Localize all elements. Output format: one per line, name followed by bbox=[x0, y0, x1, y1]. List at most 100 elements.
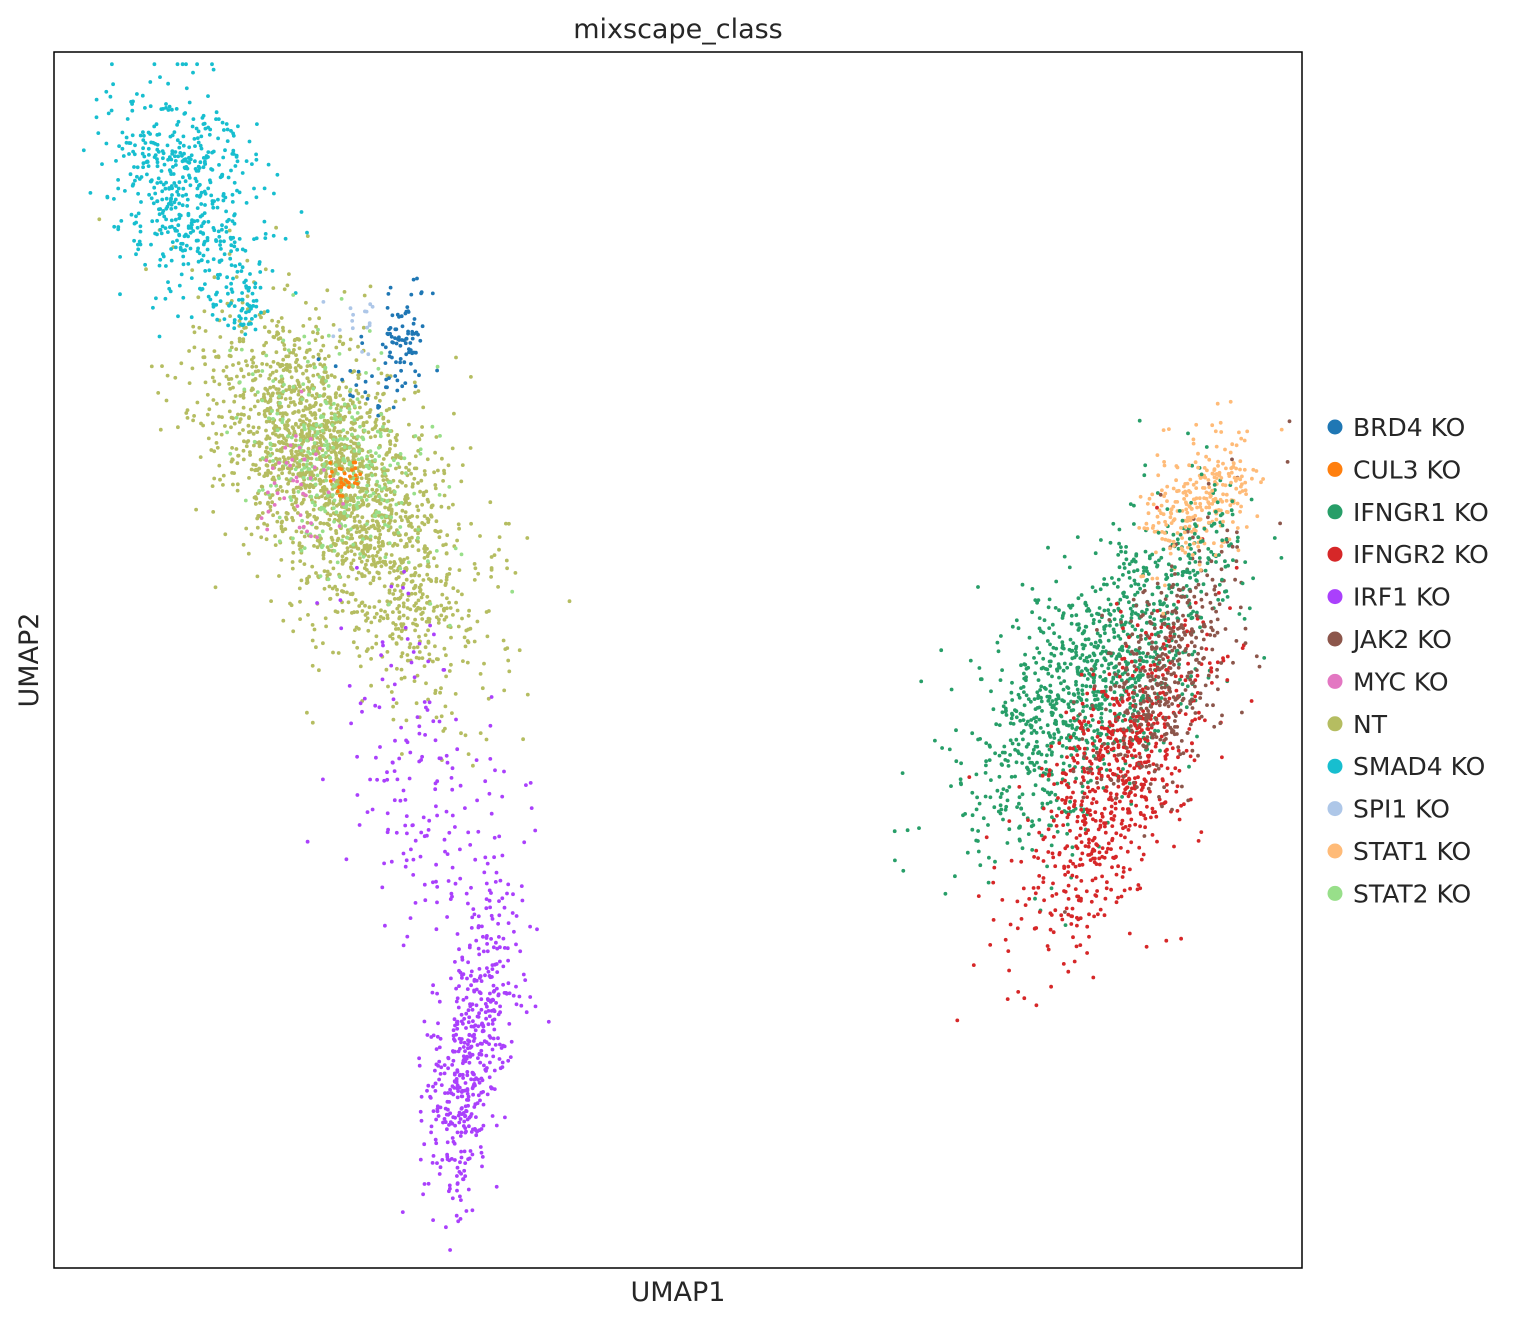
point-irf1-ko bbox=[447, 830, 452, 835]
point-irf1-ko bbox=[498, 1004, 502, 1009]
point-nt bbox=[300, 414, 305, 418]
point-brd4-ko bbox=[395, 312, 400, 317]
point-irf1-ko bbox=[446, 1056, 451, 1061]
point-ifngr1-ko bbox=[995, 640, 1000, 645]
point-nt bbox=[258, 501, 262, 505]
point-ifngr1-ko bbox=[1087, 671, 1091, 676]
point-stat2-ko bbox=[333, 463, 338, 467]
point-irf1-ko bbox=[442, 668, 447, 672]
point-brd4-ko bbox=[398, 357, 403, 361]
point-nt bbox=[350, 426, 355, 431]
point-nt bbox=[321, 343, 326, 348]
point-irf1-ko bbox=[492, 1009, 497, 1014]
point-nt bbox=[393, 561, 397, 566]
point-irf1-ko bbox=[435, 991, 439, 996]
point-ifngr1-ko bbox=[1048, 683, 1053, 688]
point-nt bbox=[400, 518, 404, 523]
point-ifngr1-ko bbox=[1040, 801, 1045, 806]
point-nt bbox=[274, 225, 278, 230]
point-ifngr1-ko bbox=[1048, 664, 1053, 668]
point-ifngr1-ko bbox=[1098, 634, 1103, 638]
point-smad4-ko bbox=[186, 234, 191, 239]
point-irf1-ko bbox=[484, 897, 489, 901]
point-nt bbox=[356, 391, 361, 396]
point-nt bbox=[394, 466, 398, 471]
point-ifngr1-ko bbox=[1049, 843, 1054, 848]
point-ifngr1-ko bbox=[1096, 612, 1101, 617]
point-ifngr1-ko bbox=[1062, 661, 1067, 666]
point-nt bbox=[246, 372, 251, 377]
point-irf1-ko bbox=[481, 1123, 486, 1128]
point-smad4-ko bbox=[169, 172, 174, 177]
point-nt bbox=[412, 380, 417, 385]
point-smad4-ko bbox=[250, 291, 255, 296]
point-ifngr1-ko bbox=[1052, 736, 1057, 740]
point-nt bbox=[365, 503, 370, 508]
point-nt bbox=[411, 621, 415, 626]
point-smad4-ko bbox=[158, 227, 163, 232]
point-nt bbox=[322, 392, 327, 397]
point-nt bbox=[328, 513, 333, 518]
point-irf1-ko bbox=[448, 1248, 452, 1252]
point-smad4-ko bbox=[173, 150, 178, 154]
point-nt bbox=[485, 634, 490, 639]
point-smad4-ko bbox=[229, 263, 234, 267]
point-nt bbox=[460, 592, 464, 597]
point-irf1-ko bbox=[451, 1028, 456, 1033]
point-nt bbox=[380, 462, 384, 466]
point-stat2-ko bbox=[345, 514, 350, 518]
point-irf1-ko bbox=[469, 1077, 473, 1082]
point-smad4-ko bbox=[134, 252, 138, 257]
point-brd4-ko bbox=[316, 357, 321, 362]
point-stat2-ko bbox=[392, 458, 396, 463]
point-ifngr1-ko bbox=[1102, 762, 1107, 766]
point-myc-ko bbox=[283, 445, 288, 450]
point-nt bbox=[255, 525, 260, 530]
point-smad4-ko bbox=[155, 164, 160, 169]
point-nt bbox=[297, 586, 302, 591]
point-nt bbox=[335, 592, 340, 597]
point-nt bbox=[284, 515, 288, 520]
point-nt bbox=[421, 490, 426, 495]
point-ifngr1-ko bbox=[1180, 573, 1185, 578]
point-nt bbox=[335, 403, 340, 407]
point-irf1-ko bbox=[450, 766, 455, 771]
point-smad4-ko bbox=[154, 296, 158, 301]
point-nt bbox=[413, 617, 417, 622]
point-nt bbox=[280, 529, 285, 534]
point-smad4-ko bbox=[244, 278, 248, 283]
point-nt bbox=[198, 455, 203, 459]
point-nt bbox=[394, 453, 398, 458]
point-nt bbox=[283, 527, 288, 531]
point-irf1-ko bbox=[456, 1049, 461, 1054]
point-ifngr1-ko bbox=[1037, 650, 1042, 655]
point-nt bbox=[255, 430, 260, 434]
point-ifngr1-ko bbox=[1010, 741, 1015, 746]
point-smad4-ko bbox=[151, 201, 156, 206]
point-irf1-ko bbox=[502, 946, 507, 950]
point-nt bbox=[438, 529, 443, 534]
point-ifngr1-ko bbox=[1021, 812, 1026, 817]
point-nt bbox=[252, 443, 256, 448]
point-stat2-ko bbox=[291, 385, 296, 389]
point-nt bbox=[298, 384, 302, 389]
point-stat2-ko bbox=[330, 423, 335, 427]
point-smad4-ko bbox=[180, 241, 185, 246]
point-irf1-ko bbox=[461, 998, 466, 1002]
point-nt bbox=[278, 441, 282, 445]
point-smad4-ko bbox=[132, 238, 137, 243]
point-ifngr1-ko bbox=[1141, 651, 1145, 655]
point-smad4-ko bbox=[149, 140, 154, 145]
point-nt bbox=[360, 527, 365, 532]
point-nt bbox=[322, 485, 327, 489]
point-irf1-ko bbox=[412, 675, 417, 680]
point-nt bbox=[336, 430, 340, 434]
point-myc-ko bbox=[265, 527, 270, 532]
point-irf1-ko bbox=[468, 1002, 472, 1006]
point-irf1-ko bbox=[469, 983, 473, 988]
point-irf1-ko bbox=[519, 884, 524, 888]
point-nt bbox=[368, 408, 373, 412]
point-stat2-ko bbox=[379, 351, 384, 355]
point-nt bbox=[353, 493, 357, 498]
point-ifngr1-ko bbox=[1054, 701, 1059, 706]
